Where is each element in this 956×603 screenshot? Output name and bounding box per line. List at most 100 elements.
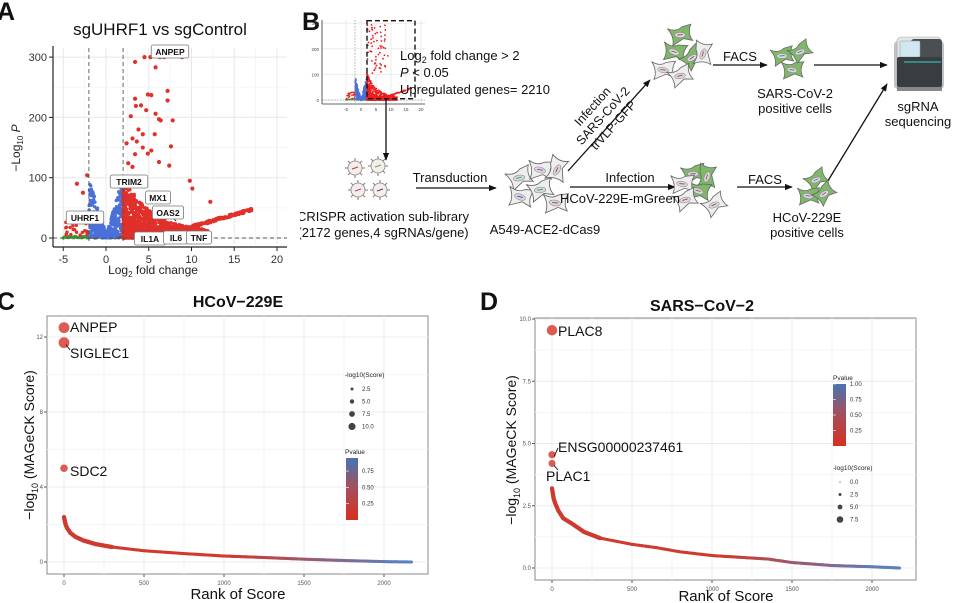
data-point [390,98,393,100]
data-point [80,230,85,235]
data-point [368,86,371,89]
y-tick-label: 5.0 [523,442,532,448]
genome [376,188,384,192]
legend-size-title: -log10(Score) [345,372,384,379]
gene-label: TRIM2 [116,177,142,187]
sgrna [821,192,827,196]
data-point [368,92,371,95]
data-point [367,83,370,86]
data-point [142,218,147,223]
data-point [129,199,133,203]
data-point [347,96,350,99]
data-point [357,97,360,100]
rank-plot-hcov: HCoV−229E 0 500 1000 1500 2000 0 4 8 12 ANPEP SIG… [21,294,429,603]
data-point [371,93,374,96]
data-point [138,202,142,206]
data-point [71,224,75,228]
data-point [153,111,158,116]
spike [350,194,354,198]
data-point [113,214,118,218]
data-point [88,230,93,234]
data-point [118,193,122,198]
data-point [80,190,86,195]
x-tick-label: 500 [139,581,150,587]
panel-letter-c: C [0,288,16,316]
y-tick-label: 2.5 [523,504,532,510]
virus-particle [348,180,368,200]
sequencing-label-1: sgRNA [897,99,939,114]
data-point [90,200,94,204]
data-point [383,94,386,96]
data-point [368,30,371,33]
panel-letter-d: D [480,288,499,316]
x-axis-label: Rank of Score [678,588,773,603]
x-tick-label: 2000 [377,581,391,587]
data-point [149,92,154,98]
data-point [114,198,119,203]
axes: 0 500 1000 1500 2000 0 4 8 12 [36,335,391,587]
data-point [187,225,192,230]
sgrna [537,188,543,191]
data-point [144,108,149,113]
data-point [124,200,128,204]
gene-label: IL6 [170,233,183,243]
panel-letter-b: B [302,8,321,36]
colorbar-label: 0.75 [362,469,374,475]
data-point [150,218,154,222]
sgrna [789,69,795,71]
gene-label: PLAC8 [558,323,603,339]
legend-size-label: 5.0 [850,505,859,511]
x-tick-label: 1500 [297,581,311,587]
data-point [218,216,223,221]
x-axis-label: Rank of Score [190,586,285,603]
spike [372,182,376,186]
colorbar [346,458,358,520]
sgrna [711,203,717,207]
x-tick-label: 0 [550,587,554,593]
data-point [113,211,117,215]
spike [350,182,354,186]
cell [525,176,555,203]
data-point [348,95,351,98]
data-point [384,29,387,31]
spike [382,158,386,162]
data-point [383,38,386,41]
gene-label: SDC2 [70,463,108,479]
spike [372,194,376,198]
cell [667,23,694,47]
gene-label: ENSG00000237461 [558,439,684,455]
data-point [168,144,174,149]
sgrna [671,50,677,53]
legend-color-title: Pvalue [833,375,853,382]
data-point [143,214,147,218]
cell [699,190,729,219]
data-point [88,192,92,196]
data-point [136,127,141,132]
sars-positive-label-1: SARS-CoV-2 [757,86,833,101]
spike [382,170,386,174]
data-point [153,65,158,70]
data-point [116,220,120,224]
sars-positive-label-2: positive cells [758,101,832,116]
data-point [132,192,136,197]
label-box [145,190,171,205]
cell [528,159,555,180]
colorbar [833,384,846,446]
data-point [99,227,104,231]
data-point [140,145,145,150]
data-point [371,84,374,87]
data-point [371,95,374,98]
data-point [366,24,369,27]
data-point [362,94,365,97]
data-point [165,98,170,103]
data-point [384,47,387,50]
data-point [109,221,113,225]
data-point [201,221,206,226]
cell [802,166,830,193]
label-box [65,210,105,225]
data-point [371,28,374,31]
data-point [380,70,382,73]
data-point [372,40,375,43]
data-point [378,90,381,92]
label-leader [553,465,559,471]
